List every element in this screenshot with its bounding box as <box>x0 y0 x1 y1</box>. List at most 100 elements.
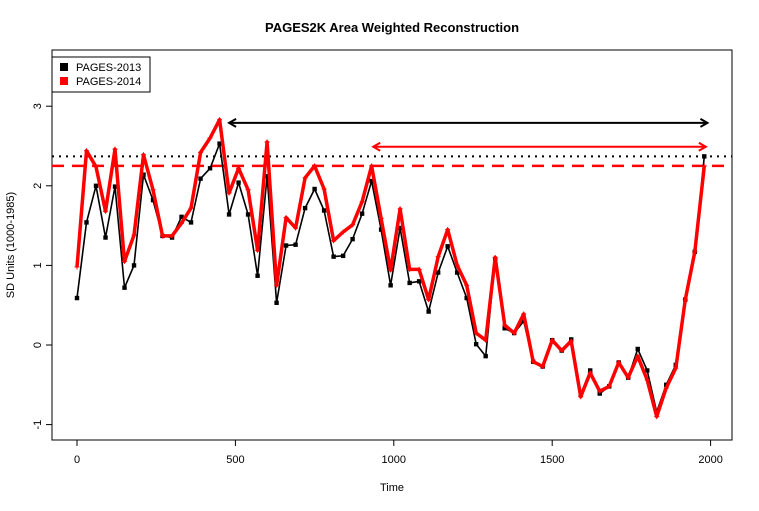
data-point-pages-2014 <box>340 229 346 235</box>
y-tick-label: 1 <box>32 262 44 268</box>
data-point-pages-2014 <box>388 267 394 273</box>
data-point-pages-2013 <box>188 220 194 225</box>
data-point-pages-2014 <box>255 247 261 253</box>
data-point-pages-2013 <box>264 174 270 179</box>
data-point-pages-2014 <box>682 297 688 303</box>
y-tick-label: 0 <box>32 342 44 348</box>
data-point-pages-2013 <box>426 309 431 314</box>
data-point-pages-2014 <box>188 205 194 211</box>
data-point-pages-2013 <box>84 220 89 225</box>
data-point-pages-2013 <box>112 184 118 189</box>
data-point-pages-2013 <box>454 270 460 275</box>
data-point-pages-2013 <box>369 178 374 184</box>
data-point-pages-2014 <box>359 199 365 205</box>
data-point-pages-2014 <box>502 322 508 328</box>
data-point-pages-2014 <box>511 330 517 336</box>
data-point-pages-2014 <box>169 233 175 239</box>
data-point-pages-2014 <box>312 163 318 169</box>
data-point-pages-2014 <box>264 139 270 145</box>
data-point-pages-2013 <box>464 295 469 301</box>
data-point-pages-2014 <box>369 163 375 169</box>
data-point-pages-2014 <box>644 377 650 383</box>
data-point-pages-2013 <box>397 225 403 231</box>
data-point-pages-2013 <box>416 279 422 284</box>
data-point-pages-2013 <box>645 368 650 373</box>
legend: PAGES-2013 PAGES-2014 <box>51 56 151 93</box>
data-point-pages-2014 <box>540 363 546 369</box>
data-point-pages-2014 <box>84 148 90 154</box>
reference-lines <box>52 118 732 168</box>
data-point-pages-2013 <box>302 205 308 211</box>
data-point-pages-2013 <box>198 176 203 181</box>
data-point-pages-2014 <box>521 311 527 317</box>
data-point-pages-2014 <box>635 353 641 359</box>
data-point-pages-2014 <box>616 360 622 366</box>
x-axis-label: Time <box>380 482 404 494</box>
data-point-pages-2014 <box>473 330 479 336</box>
data-point-pages-2014 <box>416 266 422 272</box>
data-point-pages-2013 <box>217 141 222 146</box>
data-point-pages-2014 <box>483 337 489 343</box>
data-point-pages-2013 <box>93 183 99 188</box>
data-point-pages-2014 <box>302 175 308 181</box>
data-point-pages-2014 <box>131 232 137 238</box>
data-point-pages-2014 <box>663 385 669 391</box>
y-tick-label: 3 <box>32 103 44 109</box>
data-point-pages-2013 <box>502 326 507 331</box>
data-point-pages-2013 <box>445 244 450 249</box>
data-point-pages-2014 <box>93 164 99 170</box>
data-point-pages-2014 <box>160 233 166 239</box>
arrow-head-left <box>371 141 381 152</box>
data-point-pages-2013 <box>388 283 393 288</box>
data-point-pages-2013 <box>274 300 279 306</box>
data-point-pages-2014 <box>606 383 612 389</box>
data-point-pages-2013 <box>141 172 146 177</box>
data-point-pages-2013 <box>245 212 251 217</box>
x-tick-label: 500 <box>226 454 244 466</box>
data-point-pages-2013 <box>226 212 232 217</box>
data-point-pages-2013 <box>340 253 346 259</box>
data-point-pages-2014 <box>435 254 441 260</box>
data-point-pages-2014 <box>597 388 603 394</box>
data-point-pages-2014 <box>274 282 280 288</box>
y-axis-label: SD Units (1000-1985) <box>5 192 17 298</box>
data-point-pages-2013 <box>483 353 488 359</box>
arrow-head-right <box>698 141 708 152</box>
data-point-pages-2013 <box>321 208 327 213</box>
data-point-pages-2014 <box>426 297 432 303</box>
series-group <box>74 117 707 420</box>
data-point-pages-2014 <box>549 337 555 343</box>
x-tick-label: 1000 <box>382 454 406 466</box>
data-point-pages-2014 <box>236 165 242 171</box>
data-point-pages-2014 <box>179 220 185 226</box>
y-tick-label: -1 <box>32 420 44 430</box>
data-point-pages-2014 <box>226 190 232 196</box>
data-point-pages-2014 <box>217 117 223 123</box>
data-point-pages-2014 <box>701 163 707 169</box>
data-point-pages-2014 <box>559 348 565 354</box>
arrow-head-left <box>227 118 237 128</box>
data-point-pages-2014 <box>654 414 660 420</box>
x-tick-label: 2000 <box>698 454 722 466</box>
data-point-pages-2013 <box>131 263 137 268</box>
arrow-head-right <box>699 118 710 128</box>
data-point-pages-2014 <box>293 225 299 231</box>
data-point-pages-2013 <box>407 280 412 286</box>
data-point-pages-2014 <box>350 222 356 228</box>
data-point-pages-2014 <box>122 258 128 264</box>
data-point-pages-2013 <box>150 197 156 203</box>
x-tick-label: 0 <box>74 454 80 466</box>
data-point-pages-2013 <box>207 166 213 171</box>
data-point-pages-2014 <box>568 338 574 344</box>
data-point-pages-2014 <box>321 186 327 192</box>
data-point-pages-2013 <box>359 211 365 216</box>
data-point-pages-2013 <box>293 242 298 247</box>
data-point-pages-2014 <box>112 146 118 152</box>
legend-swatch-pages-2014 <box>60 77 68 85</box>
data-point-pages-2013 <box>74 295 80 301</box>
data-point-pages-2013 <box>312 186 317 192</box>
data-point-pages-2014 <box>673 365 679 371</box>
data-point-pages-2014 <box>625 375 631 381</box>
series-line-pages-2013 <box>76 142 706 413</box>
data-point-pages-2014 <box>103 208 109 214</box>
